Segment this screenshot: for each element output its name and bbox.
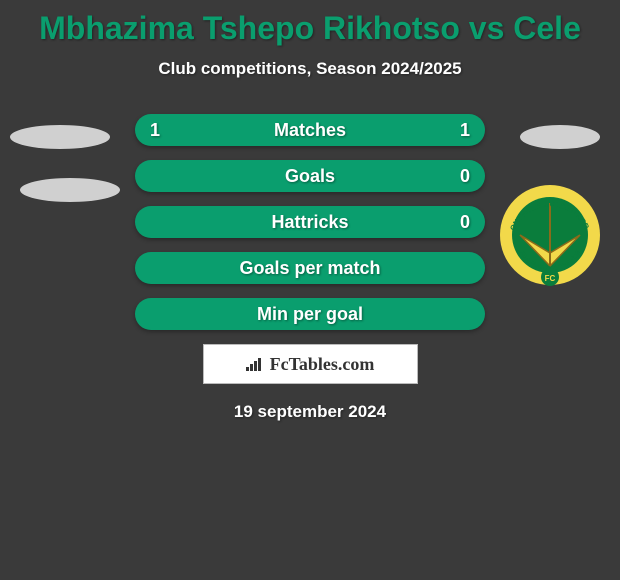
stat-label: Hattricks xyxy=(135,212,485,233)
stat-left-value: 1 xyxy=(150,120,160,141)
stat-right-value: 0 xyxy=(460,212,470,233)
stat-right-value: 0 xyxy=(460,166,470,187)
stats-container: 1 Matches 1 Goals 0 Hattricks 0 Goals pe… xyxy=(0,114,620,330)
stat-label: Min per goal xyxy=(135,304,485,325)
stat-right-value: 1 xyxy=(460,120,470,141)
stat-label: Goals per match xyxy=(135,258,485,279)
chart-icon xyxy=(246,357,264,371)
brand-text: FcTables.com xyxy=(270,354,375,375)
stat-row: Hattricks 0 xyxy=(0,206,620,238)
stat-row: 1 Matches 1 xyxy=(0,114,620,146)
brand-badge: FcTables.com xyxy=(203,344,418,384)
stat-label: Goals xyxy=(135,166,485,187)
stat-row: Min per goal xyxy=(0,298,620,330)
page-title: Mbhazima Tshepo Rikhotso vs Cele xyxy=(0,0,620,47)
subtitle: Club competitions, Season 2024/2025 xyxy=(0,59,620,79)
stat-label: Matches xyxy=(135,120,485,141)
date-label: 19 september 2024 xyxy=(0,402,620,422)
stat-row: Goals per match xyxy=(0,252,620,284)
stat-row: Goals 0 xyxy=(0,160,620,192)
